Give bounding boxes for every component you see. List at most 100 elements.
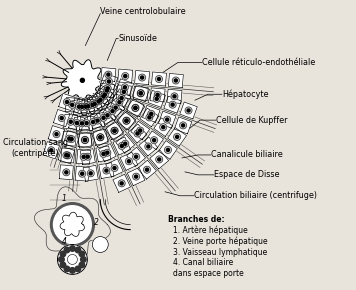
Circle shape: [145, 143, 152, 150]
Polygon shape: [96, 146, 111, 162]
Circle shape: [118, 180, 125, 187]
Circle shape: [134, 130, 141, 137]
Circle shape: [73, 119, 80, 126]
Circle shape: [105, 89, 109, 92]
Circle shape: [122, 140, 129, 147]
Polygon shape: [180, 102, 197, 119]
Circle shape: [64, 152, 71, 159]
Circle shape: [137, 90, 144, 97]
Circle shape: [155, 97, 158, 100]
Circle shape: [146, 114, 153, 121]
Polygon shape: [74, 98, 90, 115]
Circle shape: [90, 119, 96, 126]
Polygon shape: [131, 121, 150, 140]
Circle shape: [109, 108, 116, 115]
Polygon shape: [112, 89, 131, 107]
Circle shape: [105, 169, 108, 172]
Circle shape: [87, 105, 90, 108]
Circle shape: [134, 106, 137, 109]
Circle shape: [122, 90, 125, 93]
Circle shape: [125, 119, 128, 122]
Circle shape: [111, 164, 118, 171]
Polygon shape: [113, 137, 131, 155]
Polygon shape: [87, 96, 102, 112]
Circle shape: [97, 134, 104, 141]
Circle shape: [83, 120, 90, 127]
Polygon shape: [117, 111, 136, 130]
Polygon shape: [106, 122, 124, 140]
Circle shape: [93, 102, 96, 105]
Circle shape: [185, 107, 192, 114]
Circle shape: [60, 251, 66, 257]
Circle shape: [60, 262, 66, 268]
Polygon shape: [71, 99, 87, 115]
Polygon shape: [63, 130, 80, 148]
Circle shape: [65, 171, 68, 174]
Circle shape: [111, 127, 118, 134]
Circle shape: [51, 203, 94, 246]
Circle shape: [187, 109, 190, 112]
Polygon shape: [139, 137, 158, 156]
Circle shape: [99, 136, 102, 139]
Circle shape: [121, 84, 129, 91]
Circle shape: [172, 77, 179, 84]
Circle shape: [89, 172, 92, 175]
Circle shape: [99, 98, 102, 101]
Circle shape: [95, 98, 102, 105]
Polygon shape: [64, 114, 78, 129]
Circle shape: [164, 116, 171, 123]
Circle shape: [169, 101, 176, 108]
Circle shape: [81, 172, 84, 175]
Circle shape: [59, 257, 64, 262]
Circle shape: [132, 105, 139, 112]
Polygon shape: [61, 148, 75, 163]
Circle shape: [71, 104, 74, 106]
Circle shape: [106, 151, 109, 154]
Circle shape: [65, 154, 68, 157]
Polygon shape: [145, 131, 163, 150]
Circle shape: [89, 102, 96, 108]
Circle shape: [105, 71, 112, 78]
Text: Branches de:: Branches de:: [168, 215, 225, 224]
Circle shape: [146, 168, 148, 171]
Circle shape: [91, 103, 94, 106]
Polygon shape: [116, 79, 134, 96]
Circle shape: [102, 116, 105, 119]
Circle shape: [118, 95, 125, 102]
Circle shape: [75, 122, 78, 124]
Polygon shape: [75, 166, 89, 181]
Polygon shape: [105, 121, 124, 140]
Circle shape: [81, 137, 88, 144]
Circle shape: [153, 95, 160, 102]
Circle shape: [100, 114, 107, 121]
Circle shape: [171, 103, 174, 106]
Polygon shape: [81, 99, 95, 114]
Polygon shape: [58, 146, 75, 164]
Circle shape: [113, 129, 116, 132]
Polygon shape: [48, 126, 65, 143]
Circle shape: [70, 246, 75, 251]
Circle shape: [113, 166, 116, 169]
Circle shape: [114, 106, 117, 109]
Circle shape: [67, 118, 74, 125]
Circle shape: [104, 87, 110, 94]
Text: Cellule réticulo-endothéliale: Cellule réticulo-endothéliale: [202, 58, 315, 67]
Circle shape: [120, 182, 123, 185]
Circle shape: [50, 149, 53, 152]
Circle shape: [97, 134, 104, 141]
Circle shape: [123, 117, 130, 124]
Polygon shape: [80, 149, 95, 165]
Polygon shape: [77, 98, 95, 116]
Circle shape: [151, 137, 158, 144]
Polygon shape: [69, 114, 85, 132]
Circle shape: [70, 137, 73, 141]
Circle shape: [53, 131, 60, 138]
Circle shape: [135, 175, 138, 178]
Circle shape: [148, 110, 155, 117]
Polygon shape: [90, 113, 105, 128]
Circle shape: [179, 122, 187, 129]
Circle shape: [147, 145, 150, 148]
Circle shape: [182, 124, 184, 127]
Polygon shape: [142, 105, 160, 122]
Circle shape: [111, 110, 114, 113]
